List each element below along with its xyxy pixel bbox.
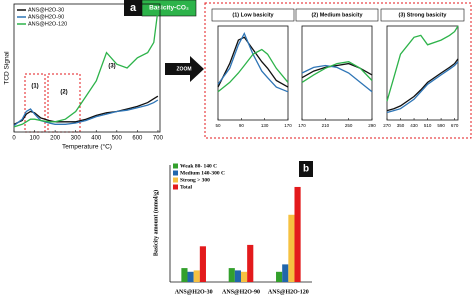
plot-frame — [13, 3, 161, 133]
legend-swatch — [173, 184, 178, 190]
panel-label-box — [299, 161, 313, 177]
x-tick-label: 90 — [239, 123, 245, 128]
bar — [247, 244, 254, 282]
panel-title: (1) Low basicity — [232, 12, 274, 18]
plot-frame — [217, 25, 289, 121]
legend-label: Weak 80- 140 C — [180, 163, 217, 169]
series-line — [13, 10, 159, 128]
bar — [288, 214, 295, 282]
legend-label: Strong > 300 — [180, 177, 210, 183]
series-line — [386, 61, 459, 114]
series-line — [13, 99, 159, 127]
x-axis-label: Temperature (°C) — [62, 143, 112, 151]
bar — [241, 271, 248, 282]
x-tick-label: 510 — [424, 123, 432, 128]
x-tick-label: 50 — [215, 123, 221, 128]
x-tick-label: ANS@H2O-90 — [222, 289, 260, 295]
annotation: (3) — [108, 64, 115, 70]
legend-label: ANS@H2O-90 — [28, 14, 64, 20]
x-tick-label: 590 — [437, 123, 445, 128]
panel-label: b — [303, 164, 309, 175]
x-tick-label: 400 — [91, 136, 102, 142]
panel-label: a — [130, 2, 137, 14]
legend-label: Total — [180, 184, 192, 190]
bar — [228, 268, 235, 282]
y-axis-label: Basicity amount (mmol/g) — [152, 190, 159, 256]
x-tick-label: 170 — [298, 123, 306, 128]
zoom-arrow — [165, 56, 204, 82]
series-line — [301, 61, 373, 83]
x-tick-label: ANS@H2O-120 — [268, 289, 309, 295]
series-line — [217, 36, 289, 88]
x-tick-label: 670 — [451, 123, 459, 128]
x-tick-label: 500 — [112, 136, 123, 142]
plot-frame — [386, 25, 459, 121]
x-tick-label: 250 — [345, 123, 353, 128]
bar — [282, 264, 289, 282]
x-tick-label: 300 — [71, 136, 82, 142]
x-tick-label: 430 — [410, 123, 418, 128]
x-tick-label: 210 — [322, 123, 330, 128]
legend-label: ANS@H2O-30 — [28, 7, 64, 13]
bar — [199, 246, 206, 282]
panel-title-box — [380, 8, 465, 22]
series-line — [386, 58, 459, 112]
bar — [187, 271, 194, 282]
x-tick-label: 170 — [284, 123, 292, 128]
x-tick-label: 200 — [50, 136, 61, 142]
series-line — [386, 25, 459, 102]
panel-title-box — [211, 8, 295, 22]
bar — [294, 186, 301, 282]
bar — [193, 270, 200, 282]
x-tick-label: 0 — [12, 136, 16, 142]
legend-label: ANS@H2O-120 — [28, 21, 67, 27]
legend-swatch — [173, 163, 178, 169]
arrow-label: ZOOM — [177, 66, 192, 72]
series-line — [13, 95, 159, 125]
plot-frame — [301, 25, 373, 121]
x-tick-label: 100 — [30, 136, 41, 142]
annotation: (1) — [31, 84, 38, 90]
panel-title-box — [295, 8, 379, 22]
bar — [181, 268, 188, 282]
panel-title: (3) Strong basicity — [399, 12, 448, 18]
legend-swatch — [173, 177, 178, 183]
annotation: (2) — [60, 90, 67, 96]
bar — [234, 270, 241, 282]
x-tick-label: ANS@H2O-30 — [175, 289, 213, 295]
bar — [276, 271, 283, 282]
x-tick-label: 130 — [261, 123, 269, 128]
x-tick-label: 350 — [397, 123, 405, 128]
series-line — [217, 48, 289, 93]
x-tick-label: 290 — [368, 123, 376, 128]
y-axis-label: TCD Signal — [4, 51, 11, 85]
x-tick-label: 700 — [153, 136, 164, 142]
badge: Basicity-CO₂ — [149, 5, 189, 12]
zoom-box — [204, 2, 472, 139]
panel-title: (2) Medium basicity — [311, 12, 363, 18]
legend-label: Medium 140-300 C — [180, 170, 225, 176]
legend-swatch — [173, 170, 178, 176]
x-tick-label: 270 — [383, 123, 391, 128]
x-tick-label: 600 — [132, 136, 143, 142]
series-line — [301, 64, 373, 93]
